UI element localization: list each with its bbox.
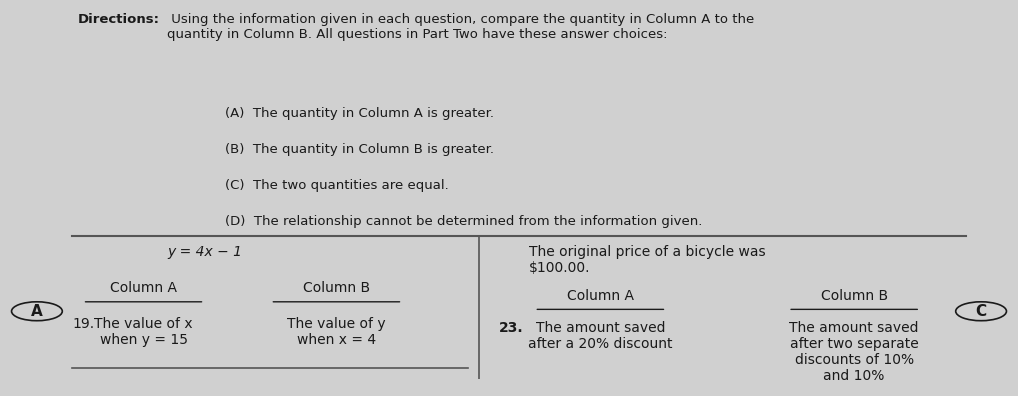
Text: Column B: Column B [302, 281, 370, 295]
Text: The amount saved
after a 20% discount: The amount saved after a 20% discount [528, 321, 673, 351]
Text: y = 4x − 1: y = 4x − 1 [167, 245, 242, 259]
Text: C: C [975, 304, 986, 319]
Text: The original price of a bicycle was
$100.00.: The original price of a bicycle was $100… [529, 245, 766, 275]
Text: Using the information given in each question, compare the quantity in Column A t: Using the information given in each ques… [167, 13, 754, 41]
Text: A: A [31, 304, 43, 319]
Text: The value of x
when y = 15: The value of x when y = 15 [95, 317, 192, 347]
Text: (A)  The quantity in Column A is greater.: (A) The quantity in Column A is greater. [225, 107, 494, 120]
Text: The amount saved
after two separate
discounts of 10%
and 10%: The amount saved after two separate disc… [789, 321, 919, 383]
Text: 23.: 23. [499, 321, 523, 335]
Text: (D)  The relationship cannot be determined from the information given.: (D) The relationship cannot be determine… [225, 215, 702, 228]
Text: (C)  The two quantities are equal.: (C) The two quantities are equal. [225, 179, 449, 192]
Text: 19.: 19. [72, 317, 95, 331]
Text: (B)  The quantity in Column B is greater.: (B) The quantity in Column B is greater. [225, 143, 494, 156]
Text: Column B: Column B [821, 289, 888, 303]
Text: Directions:: Directions: [77, 13, 160, 26]
Text: Column A: Column A [110, 281, 177, 295]
Text: Column A: Column A [567, 289, 634, 303]
Text: The value of y
when x = 4: The value of y when x = 4 [287, 317, 386, 347]
